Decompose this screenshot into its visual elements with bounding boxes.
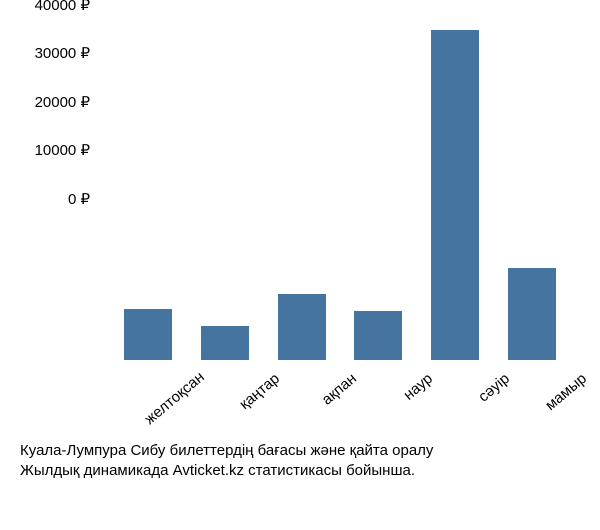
bar-group [267,294,337,360]
bar [508,268,556,360]
bar [354,311,402,360]
bar-group [497,268,567,360]
bar [124,309,172,360]
bar-group [190,326,260,360]
y-axis: 0 ₽10000 ₽20000 ₽30000 ₽40000 ₽50000 ₽60… [0,20,100,360]
chart-container: 0 ₽10000 ₽20000 ₽30000 ₽40000 ₽50000 ₽60… [0,0,600,500]
chart-caption: Куала-Лумпура Сибу билеттердің бағасы жә… [20,441,580,480]
bar [201,326,249,360]
x-axis-labels: желтоқсанқаңтарақпаннаурсәуірмамыр [100,365,580,435]
bars-group [100,20,580,360]
bar [278,294,326,360]
bar-group [420,30,490,360]
bar-group [113,309,183,360]
plot-area [100,20,580,360]
caption-line-2: Жылдық динамикада Avticket.kz статистика… [20,461,580,481]
y-tick-label: 70000 ₽ [35,0,90,190]
bar-group [343,311,413,360]
bar [431,30,479,360]
caption-line-1: Куала-Лумпура Сибу билеттердің бағасы жә… [20,441,580,461]
